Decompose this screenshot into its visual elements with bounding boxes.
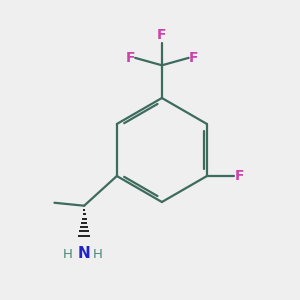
- Text: F: F: [235, 169, 244, 183]
- Text: H: H: [63, 248, 73, 261]
- Text: H: H: [93, 248, 103, 261]
- Text: F: F: [189, 51, 198, 65]
- Text: F: F: [126, 51, 135, 65]
- Text: N: N: [78, 246, 91, 261]
- Text: F: F: [157, 28, 167, 41]
